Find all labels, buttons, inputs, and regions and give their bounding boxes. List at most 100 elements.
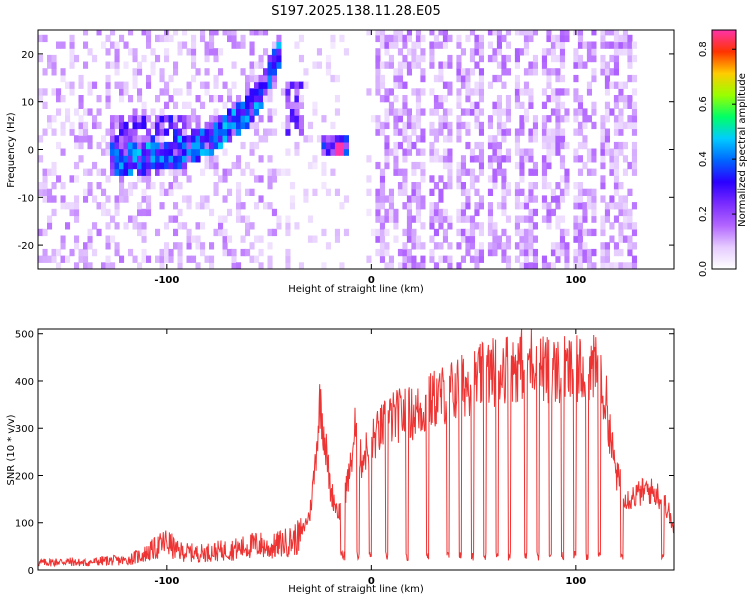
spectrogram-cell bbox=[514, 48, 520, 56]
spectrogram-cell bbox=[406, 34, 412, 43]
spectrogram-cell bbox=[420, 108, 426, 116]
spectrogram-cell bbox=[582, 135, 588, 143]
spectrogram-cell bbox=[573, 74, 579, 83]
spectrogram-cell bbox=[231, 101, 237, 109]
y-tick-label: -10 bbox=[18, 193, 34, 204]
spectrogram-cell bbox=[501, 135, 507, 143]
spectrogram-cell bbox=[420, 148, 426, 156]
spectrogram-cell bbox=[218, 175, 224, 183]
spectrogram-cell bbox=[577, 188, 583, 196]
spectrogram-cell bbox=[110, 168, 116, 176]
spectrogram-cell bbox=[236, 161, 242, 170]
spectrogram-cell bbox=[442, 61, 448, 69]
spectrogram-cell bbox=[150, 108, 156, 116]
spectrogram-cell bbox=[447, 148, 453, 156]
spectrogram-cell bbox=[586, 148, 592, 156]
spectrogram-cell bbox=[245, 215, 251, 223]
spectrogram-cell bbox=[101, 168, 107, 176]
spectrogram-cell bbox=[159, 161, 165, 170]
spectrogram-cell bbox=[51, 115, 57, 123]
spectrogram-cell bbox=[132, 115, 138, 123]
spectrogram-cell bbox=[47, 61, 53, 69]
spectrogram-cell bbox=[501, 54, 507, 63]
spectrogram-cell bbox=[150, 135, 156, 143]
spectrogram-cell bbox=[375, 81, 381, 89]
spectrogram-cell bbox=[447, 34, 453, 43]
spectrogram-cell bbox=[474, 202, 480, 210]
spectrogram-cell bbox=[375, 30, 381, 36]
spectrogram-cell bbox=[420, 161, 426, 170]
spectrogram-cell bbox=[168, 115, 174, 123]
spectrogram-cell bbox=[604, 128, 610, 136]
spectrogram-cell bbox=[168, 141, 174, 150]
spectrogram-cell bbox=[74, 54, 80, 63]
spectrogram-cell bbox=[182, 195, 188, 203]
spectrogram-cell bbox=[191, 48, 197, 56]
spectrogram-cell bbox=[438, 128, 444, 136]
spectrogram-cell bbox=[456, 262, 462, 269]
spectrogram-cell bbox=[60, 202, 66, 210]
spectrogram-cell bbox=[474, 255, 480, 263]
spectrogram-cell bbox=[177, 155, 183, 163]
spectrogram-cell bbox=[582, 228, 588, 237]
spectrogram-cell bbox=[514, 242, 520, 250]
spectrogram-cell bbox=[420, 135, 426, 143]
spectrogram-cell bbox=[110, 141, 116, 150]
spectrogram-cell bbox=[379, 34, 385, 43]
spectrogram-cell bbox=[460, 255, 466, 263]
spectrogram-cell bbox=[501, 242, 507, 250]
spectrogram-cell bbox=[204, 195, 210, 203]
spectrogram-cell bbox=[114, 222, 120, 230]
spectrogram-cell bbox=[137, 155, 143, 163]
spectrogram-cell bbox=[330, 41, 336, 49]
spectrogram-cell bbox=[209, 121, 215, 130]
spectrogram-cell bbox=[213, 182, 219, 190]
spectrogram-cell bbox=[155, 228, 161, 237]
spectrogram-cell bbox=[366, 208, 372, 217]
spectrogram-cell bbox=[519, 48, 525, 56]
spectrogram-cell bbox=[559, 30, 565, 36]
spectrogram-cell bbox=[501, 34, 507, 43]
spectrogram-cell bbox=[528, 128, 534, 136]
spectrogram-cell bbox=[550, 135, 556, 143]
spectrogram-cell bbox=[209, 208, 215, 217]
spectrogram-cell bbox=[429, 215, 435, 223]
spectrogram-cell bbox=[280, 168, 286, 176]
spectrogram-cell bbox=[267, 54, 273, 63]
spectrogram-cell bbox=[564, 188, 570, 196]
spectrogram-cell bbox=[604, 81, 610, 89]
spectrogram-cell bbox=[375, 248, 381, 257]
spectrogram-cell bbox=[631, 74, 637, 83]
spectrogram-cell bbox=[254, 255, 260, 263]
spectrogram-cell bbox=[56, 41, 62, 49]
spectrogram-cell bbox=[532, 68, 538, 76]
spectrogram-cell bbox=[586, 228, 592, 237]
spectrogram-cell bbox=[69, 54, 75, 63]
spectrogram-cell bbox=[474, 101, 480, 109]
spectrogram-cell bbox=[478, 128, 484, 136]
spectrogram-cell bbox=[330, 168, 336, 176]
spectrogram-cell bbox=[577, 128, 583, 136]
spectrogram-cell bbox=[164, 242, 170, 250]
spectrogram-cell bbox=[200, 101, 206, 109]
spectrogram-cell bbox=[627, 161, 633, 170]
spectrogram-cell bbox=[96, 108, 102, 116]
spectrogram-cell bbox=[550, 248, 556, 257]
spectrogram-cell bbox=[222, 121, 228, 130]
spectrogram-cell bbox=[631, 161, 637, 170]
spectrogram-cell bbox=[114, 148, 120, 156]
spectrogram-cell bbox=[546, 81, 552, 89]
spectrogram-cell bbox=[132, 74, 138, 83]
spectrogram-cell bbox=[559, 141, 565, 150]
spectrogram-cell bbox=[523, 108, 529, 116]
spectrogram-cell bbox=[298, 128, 304, 136]
spectrogram-cell bbox=[604, 202, 610, 210]
spectrogram-cell bbox=[195, 262, 201, 269]
spectrogram-cell bbox=[83, 262, 89, 269]
spectrogram-cell bbox=[375, 161, 381, 170]
spectrogram-cell bbox=[402, 202, 408, 210]
spectrogram-cell bbox=[577, 108, 583, 116]
spectrogram-cell bbox=[177, 255, 183, 263]
spectrogram-cell bbox=[573, 95, 579, 103]
spectrogram-cell bbox=[469, 101, 475, 109]
